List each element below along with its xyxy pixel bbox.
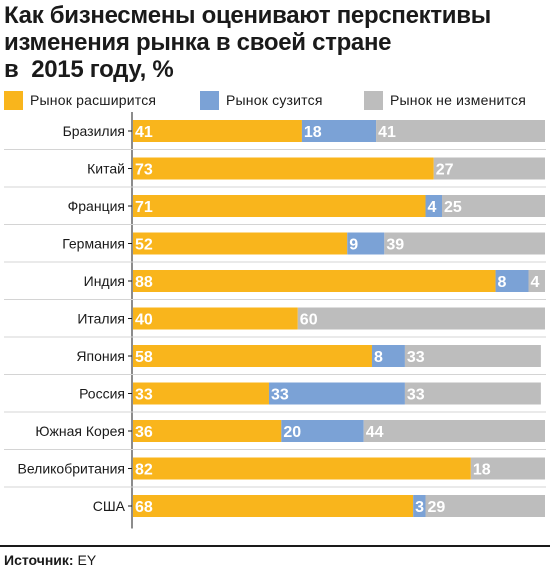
bar-expand — [133, 457, 471, 480]
bar-unchanged — [384, 232, 545, 255]
bar-expand — [133, 345, 372, 367]
data-label-expand: 71 — [135, 199, 153, 216]
category-label: Италия — [77, 311, 125, 327]
title-line-1: Как бизнесмены оценивают перспективы — [4, 2, 491, 29]
category-label: Германия — [62, 236, 125, 252]
data-label-expand: 33 — [135, 387, 153, 404]
bar-shrink — [371, 345, 405, 367]
category-label: Россия — [79, 386, 125, 402]
data-label-shrink: 8 — [498, 274, 507, 291]
legend-swatch-expand — [4, 90, 23, 110]
bar-expand — [133, 382, 269, 405]
bar-unchanged — [425, 495, 545, 517]
data-label-unchanged: 33 — [407, 387, 425, 404]
data-label-expand: 82 — [135, 462, 153, 479]
data-label-shrink: 20 — [283, 424, 301, 441]
bar-expand — [133, 495, 414, 517]
bar-shrink — [268, 382, 405, 405]
bar-expand — [133, 157, 434, 180]
title-line-2: изменения рынка в своей стране — [4, 29, 392, 56]
title-line-3: в 2015 году, % — [4, 56, 174, 83]
data-label-expand: 36 — [135, 424, 153, 441]
bar-expand — [133, 307, 298, 330]
legend-label-shrink: Рынок сузится — [226, 92, 323, 108]
category-label: Великобритания — [17, 461, 125, 477]
data-label-unchanged: 25 — [444, 199, 462, 216]
category-label: Китай — [87, 161, 125, 177]
legend-item-expand: Рынок расширится — [4, 90, 156, 110]
data-label-expand: 73 — [135, 162, 153, 179]
legend-label-unchanged: Рынок не изменится — [390, 92, 526, 108]
bar-unchanged — [404, 382, 541, 405]
category-label: Франция — [68, 198, 125, 214]
bar-unchanged — [363, 420, 545, 442]
legend-item-shrink: Рынок сузится — [200, 90, 323, 110]
bar-expand — [133, 195, 426, 217]
data-label-expand: 40 — [135, 312, 153, 329]
bar-unchanged — [528, 270, 545, 292]
data-label-expand: 58 — [135, 349, 153, 366]
data-label-unchanged: 41 — [378, 124, 396, 141]
data-label-unchanged: 27 — [436, 162, 454, 179]
source-line: Источник: EY — [4, 552, 96, 568]
bar-unchanged — [442, 195, 545, 217]
bar-expand — [133, 270, 496, 292]
bar-unchanged — [433, 157, 545, 180]
legend-item-unchanged: Рынок не изменится — [364, 90, 526, 110]
bar-shrink — [413, 495, 426, 517]
bar-shrink — [495, 270, 529, 292]
bar-shrink — [425, 195, 442, 217]
category-label: США — [93, 498, 126, 514]
data-label-shrink: 8 — [374, 349, 383, 366]
data-label-unchanged: 44 — [366, 424, 384, 441]
data-label-shrink: 3 — [415, 499, 424, 516]
stacked-bar-chart: Бразилия 41 18 41 Китай 73 27 Франция 71 4 25 Герма… — [4, 112, 546, 529]
bar-expand — [133, 232, 348, 255]
category-label: Япония — [76, 348, 125, 364]
bar-shrink — [281, 420, 364, 442]
data-label-unchanged: 39 — [386, 237, 404, 254]
data-label-shrink: 4 — [428, 199, 437, 216]
bottom-divider — [0, 545, 550, 547]
data-label-shrink: 9 — [349, 237, 358, 254]
legend: Рынок расширится Рынок сузится Рынок не … — [4, 90, 549, 110]
chart-title: Как бизнесмены оценивают перспективы изм… — [4, 2, 544, 83]
bar-unchanged — [376, 120, 545, 142]
bar-expand — [133, 420, 282, 442]
data-label-shrink: 18 — [304, 124, 322, 141]
source-value: EY — [77, 552, 97, 568]
data-label-unchanged: 60 — [300, 312, 318, 329]
data-label-expand: 68 — [135, 499, 153, 516]
category-label: Индия — [84, 273, 125, 289]
bar-unchanged — [470, 457, 545, 480]
data-label-unchanged: 18 — [473, 462, 491, 479]
legend-label-expand: Рынок расширится — [30, 92, 157, 108]
legend-swatch-shrink — [200, 90, 219, 110]
data-label-expand: 52 — [135, 237, 153, 254]
bar-shrink — [301, 120, 377, 142]
source-label: Источник: — [4, 552, 74, 568]
bar-unchanged — [297, 307, 545, 330]
category-label: Бразилия — [63, 123, 125, 139]
bar-unchanged — [404, 345, 541, 367]
data-label-expand: 41 — [135, 124, 153, 141]
legend-swatch-unchanged — [364, 90, 383, 110]
data-label-unchanged: 4 — [531, 274, 540, 291]
data-label-expand: 88 — [135, 274, 153, 291]
bar-expand — [133, 120, 302, 142]
data-label-shrink: 33 — [271, 387, 289, 404]
data-label-unchanged: 33 — [407, 349, 425, 366]
data-label-unchanged: 29 — [428, 499, 446, 516]
category-label: Южная Корея — [35, 423, 125, 439]
bar-shrink — [347, 232, 385, 255]
